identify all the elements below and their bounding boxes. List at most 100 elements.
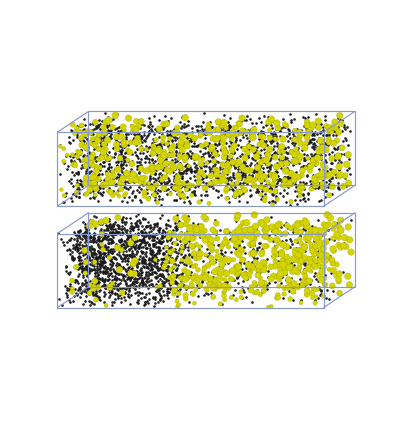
Point	[130, 135, 137, 142]
Point	[115, 166, 121, 173]
Point	[250, 250, 257, 257]
Point	[293, 146, 299, 152]
Point	[130, 253, 137, 260]
Point	[346, 281, 353, 288]
Point	[179, 122, 186, 129]
Point	[218, 250, 224, 257]
Point	[154, 247, 161, 254]
Point	[189, 253, 195, 260]
Point	[148, 227, 155, 234]
Point	[139, 175, 145, 182]
Point	[273, 183, 279, 190]
Point	[84, 130, 91, 137]
Point	[302, 244, 309, 250]
Point	[187, 229, 194, 235]
Point	[253, 153, 260, 160]
Point	[232, 137, 239, 143]
Point	[228, 153, 234, 160]
Point	[126, 287, 132, 294]
Point	[73, 264, 79, 270]
Point	[134, 288, 140, 295]
Point	[134, 152, 141, 159]
Point	[195, 252, 202, 259]
Point	[214, 171, 220, 178]
Point	[258, 133, 264, 140]
Point	[101, 159, 107, 166]
Point	[88, 234, 94, 241]
Point	[222, 175, 228, 182]
Point	[83, 229, 90, 236]
Point	[153, 256, 160, 263]
Point	[91, 245, 98, 252]
Point	[132, 192, 139, 199]
Point	[131, 270, 138, 277]
Point	[307, 232, 314, 238]
Point	[156, 173, 162, 180]
Point	[317, 291, 324, 298]
Point	[82, 298, 89, 305]
Point	[95, 137, 101, 144]
Point	[132, 141, 139, 148]
Point	[296, 182, 302, 189]
Point	[280, 256, 287, 263]
Point	[234, 274, 240, 281]
Point	[219, 134, 225, 140]
Point	[113, 137, 120, 144]
Point	[183, 122, 189, 129]
Point	[79, 235, 85, 242]
Point	[155, 272, 162, 279]
Point	[242, 274, 249, 281]
Point	[138, 295, 144, 302]
Point	[258, 174, 264, 181]
Point	[94, 143, 100, 150]
Point	[317, 239, 323, 246]
Point	[158, 235, 165, 241]
Point	[327, 172, 333, 178]
Point	[185, 270, 192, 277]
Point	[93, 296, 99, 303]
Point	[250, 265, 256, 271]
Point	[296, 187, 302, 193]
Point	[205, 233, 212, 240]
Point	[225, 126, 232, 133]
Point	[260, 155, 267, 161]
Point	[187, 133, 194, 140]
Point	[98, 260, 104, 267]
Point	[264, 224, 270, 231]
Point	[108, 258, 115, 265]
Point	[249, 155, 255, 161]
Point	[96, 288, 102, 294]
Point	[86, 284, 92, 291]
Point	[153, 286, 160, 293]
Point	[142, 299, 148, 306]
Point	[286, 276, 292, 283]
Point	[208, 238, 215, 244]
Point	[133, 172, 139, 178]
Point	[160, 151, 166, 158]
Point	[171, 257, 178, 264]
Point	[187, 175, 193, 181]
Point	[289, 268, 296, 275]
Point	[97, 287, 103, 294]
Point	[117, 180, 124, 187]
Point	[133, 222, 140, 229]
Point	[142, 137, 148, 144]
Point	[132, 193, 138, 200]
Point	[229, 235, 236, 242]
Point	[147, 270, 154, 277]
Point	[297, 183, 304, 190]
Point	[86, 291, 92, 297]
Point	[266, 171, 272, 178]
Point	[172, 215, 179, 222]
Point	[281, 285, 288, 291]
Point	[194, 183, 201, 190]
Point	[112, 295, 119, 302]
Point	[169, 254, 176, 261]
Point	[90, 283, 97, 290]
Point	[86, 269, 92, 276]
Point	[190, 244, 196, 251]
Point	[342, 234, 348, 241]
Point	[225, 160, 231, 167]
Point	[132, 268, 139, 275]
Point	[258, 191, 264, 198]
